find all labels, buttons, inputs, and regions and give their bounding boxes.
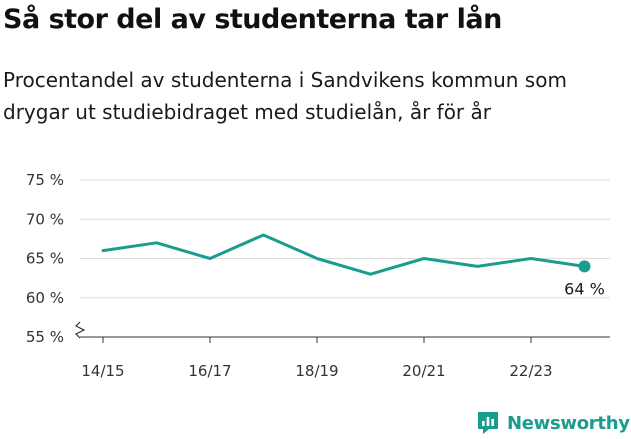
axes: [74, 321, 86, 339]
end-value-label: 64 %: [564, 279, 605, 298]
y-tick-label: 60 %: [26, 289, 64, 307]
data-series: 64 %: [101, 233, 605, 298]
x-tick-label: 20/21: [402, 362, 445, 380]
brand-logo: Newsworthy: [476, 408, 630, 438]
y-tick-label: 65 %: [26, 250, 64, 268]
x-tick-label: 16/17: [188, 362, 231, 380]
chart-subtitle: Procentandel av studenterna i Sandvikens…: [3, 68, 567, 124]
last-data-point: [578, 260, 591, 273]
axis-break-icon: [74, 321, 86, 339]
y-tick-label: 75 %: [26, 171, 64, 189]
y-axis-tick-labels: 55 % 60 % 65 % 70 % 75 %: [26, 171, 64, 346]
y-tick-label: 55 %: [26, 328, 64, 346]
x-axis-tick-labels: 14/15 16/17 18/19 20/21 22/23: [81, 337, 553, 380]
x-tick-label: 14/15: [81, 362, 124, 380]
x-tick-label: 22/23: [509, 362, 552, 380]
newsworthy-logo-icon: [478, 412, 498, 434]
x-tick-label: 18/19: [295, 362, 338, 380]
brand-name: Newsworthy: [507, 412, 630, 434]
y-tick-label: 70 %: [26, 210, 64, 228]
series-line: [101, 233, 586, 276]
chart-title: Så stor del av studenterna tar lån: [3, 4, 502, 35]
